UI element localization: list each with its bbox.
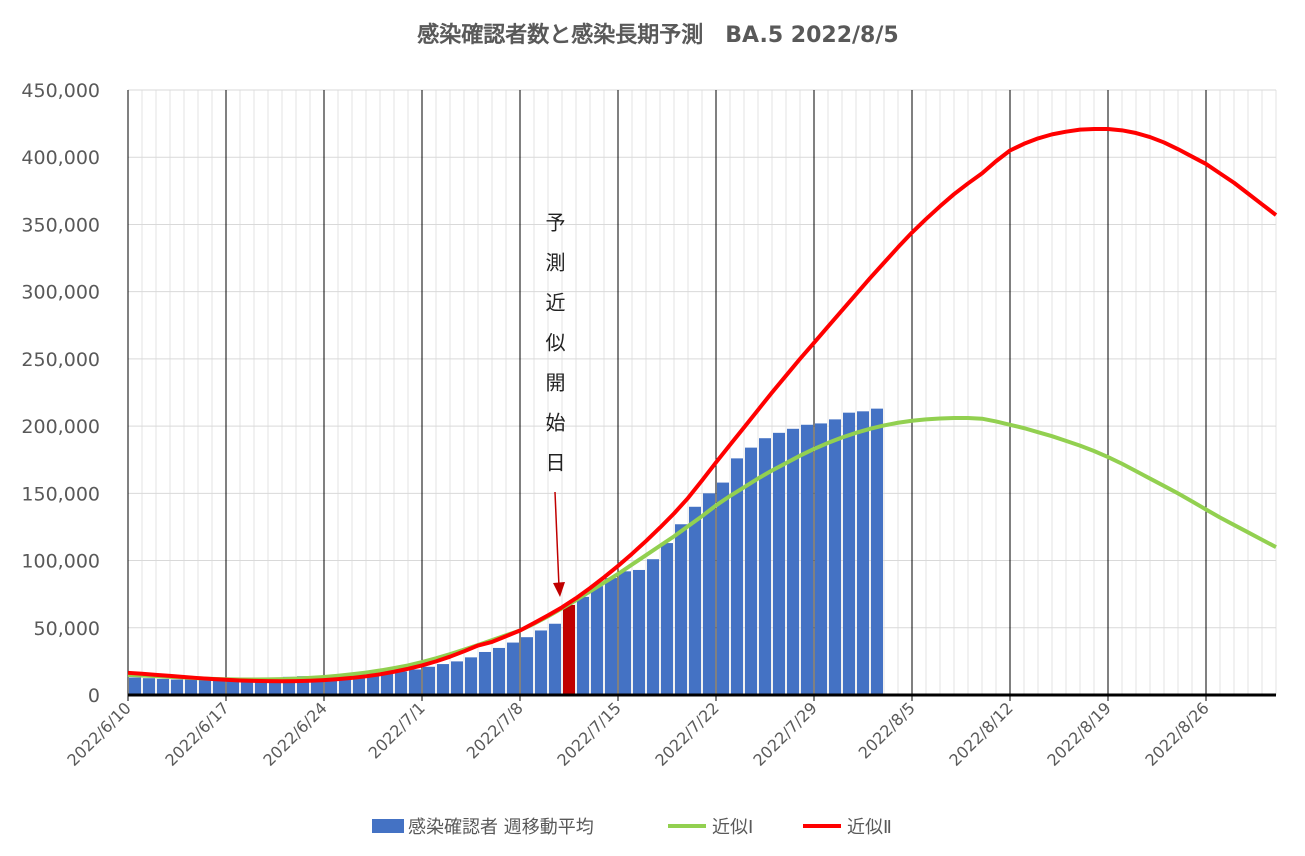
bar: [773, 432, 785, 695]
bar: [857, 411, 869, 695]
y-tick-label: 450,000: [21, 80, 100, 102]
bar: [199, 678, 211, 695]
bar: [451, 661, 463, 695]
bar: [479, 651, 491, 695]
x-tick-label: 2022/6/17: [161, 698, 232, 769]
bar: [647, 559, 659, 695]
bar: [633, 569, 645, 695]
bar: [717, 482, 729, 695]
x-tick-label: 2022/8/5: [855, 698, 919, 762]
bar: [367, 673, 379, 695]
x-tick-label: 2022/7/8: [463, 698, 527, 762]
x-tick-label: 2022/7/15: [553, 698, 624, 769]
legend-swatch: [372, 819, 404, 833]
annotation-arrowhead: [553, 582, 565, 597]
bar: [703, 493, 715, 695]
x-tick-label: 2022/7/1: [365, 698, 429, 762]
bar: [213, 678, 225, 695]
legend-label: 感染確認者 週移動平均: [408, 817, 594, 838]
bar: [871, 408, 883, 695]
bar: [185, 679, 197, 695]
x-tick-label: 2022/6/10: [63, 698, 134, 769]
y-tick-label: 300,000: [21, 282, 100, 304]
bar: [465, 657, 477, 695]
bar: [675, 524, 687, 695]
bar: [563, 604, 575, 695]
bar: [661, 543, 673, 695]
bar: [605, 578, 617, 695]
legend-label: 近似Ⅱ: [847, 817, 892, 838]
x-tick-label: 2022/8/19: [1043, 698, 1114, 769]
y-tick-label: 250,000: [21, 349, 100, 371]
annotation-arrow: [554, 491, 560, 588]
bar: [549, 623, 561, 695]
y-tick-label: 400,000: [21, 147, 100, 169]
bar: [787, 428, 799, 695]
bar: [577, 596, 589, 695]
y-tick-label: 50,000: [34, 618, 100, 640]
bar: [157, 678, 169, 695]
bar: [507, 642, 519, 695]
y-tick-label: 200,000: [21, 416, 100, 438]
y-tick-label: 100,000: [21, 551, 100, 573]
bar: [409, 669, 421, 695]
y-tick-label: 150,000: [21, 483, 100, 505]
bar: [521, 637, 533, 695]
y-tick-label: 0: [88, 685, 100, 707]
bar: [381, 672, 393, 695]
bar: [731, 458, 743, 695]
bar: [843, 412, 855, 695]
bar: [535, 630, 547, 695]
bar: [815, 423, 827, 695]
bar: [591, 586, 603, 695]
bar: [493, 647, 505, 695]
bar: [437, 664, 449, 695]
x-tick-label: 2022/7/22: [651, 698, 722, 769]
bar: [395, 671, 407, 695]
line: [127, 416, 1277, 682]
line: [127, 126, 1278, 684]
bar: [129, 677, 141, 695]
bar: [423, 666, 435, 695]
x-tick-label: 2022/7/29: [749, 698, 820, 769]
bar: [829, 419, 841, 695]
bar: [801, 424, 813, 695]
bar: [759, 438, 771, 695]
chart-title: 感染確認者数と感染長期予測 BA.5 2022/8/5: [417, 22, 898, 48]
x-tick-label: 2022/6/24: [259, 698, 330, 769]
y-tick-label: 350,000: [21, 214, 100, 236]
bar: [171, 679, 183, 695]
bar: [745, 447, 757, 695]
annotation: 予測近似開始日: [542, 212, 566, 492]
legend-label: 近似Ⅰ: [712, 817, 753, 838]
bar: [143, 678, 155, 695]
x-tick-label: 2022/8/12: [945, 698, 1016, 769]
bar: [619, 571, 631, 695]
bar: [689, 506, 701, 695]
x-tick-label: 2022/8/26: [1141, 698, 1212, 769]
